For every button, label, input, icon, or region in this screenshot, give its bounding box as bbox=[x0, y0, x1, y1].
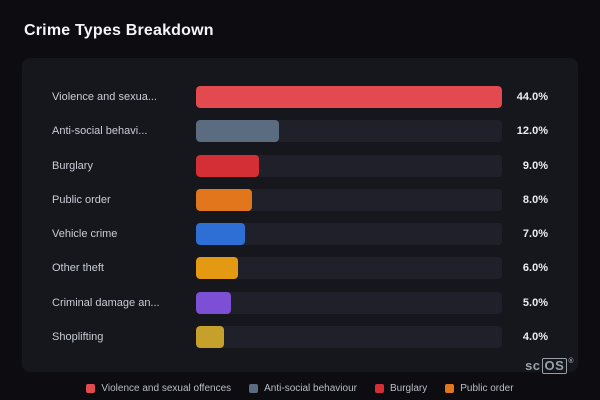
bar-track bbox=[196, 86, 502, 108]
bar[interactable] bbox=[196, 120, 280, 143]
chart-row: Public order 8.0% bbox=[52, 188, 548, 211]
category-label: Other theft bbox=[52, 262, 104, 275]
legend-swatch-icon bbox=[445, 384, 455, 393]
category-label: Anti-social behavi... bbox=[52, 125, 148, 138]
value-label: 12.0% bbox=[516, 125, 548, 138]
bar-track bbox=[196, 325, 502, 348]
bar[interactable] bbox=[196, 257, 238, 280]
legend-swatch-icon bbox=[249, 384, 259, 393]
chart-row: Burglary 9.0% bbox=[52, 154, 548, 177]
chart-panel: Violence and sexua... 44.0% Anti-social … bbox=[22, 58, 578, 372]
bar[interactable] bbox=[196, 223, 245, 246]
value-label: 7.0% bbox=[522, 228, 548, 241]
bar-track bbox=[196, 188, 502, 211]
category-label: Vehicle crime bbox=[52, 228, 118, 241]
chart-row: Vehicle crime 7.0% bbox=[52, 223, 548, 246]
legend-label: Burglary bbox=[389, 383, 428, 394]
page-title: Crime Types Breakdown bbox=[24, 22, 214, 39]
bar-track bbox=[196, 154, 502, 177]
bar-track bbox=[196, 223, 502, 246]
legend: Violence and sexual offences Anti-social… bbox=[0, 383, 600, 394]
value-label: 9.0% bbox=[522, 159, 548, 172]
legend-item[interactable]: Burglary bbox=[374, 383, 428, 394]
logo-suffix: OS bbox=[541, 358, 568, 374]
legend-label: Violence and sexual offences bbox=[101, 383, 232, 394]
chart-row: Other theft 6.0% bbox=[52, 257, 548, 280]
legend-swatch-icon bbox=[374, 384, 384, 393]
chart-row: Violence and sexua... 44.0% bbox=[52, 86, 548, 108]
chart-row: Anti-social behavi... 12.0% bbox=[52, 120, 548, 143]
chart-row: Shoplifting 4.0% bbox=[52, 325, 548, 348]
category-label: Shoplifting bbox=[52, 330, 104, 343]
category-label: Public order bbox=[52, 193, 111, 206]
value-label: 5.0% bbox=[522, 296, 548, 309]
bar-track bbox=[196, 291, 502, 314]
legend-item[interactable]: Violence and sexual offences bbox=[86, 383, 231, 394]
bar[interactable] bbox=[196, 154, 259, 177]
legend-label: Anti-social behaviour bbox=[264, 383, 357, 394]
legend-item[interactable]: Public order bbox=[445, 383, 514, 394]
legend-item[interactable]: Anti-social behaviour bbox=[249, 383, 357, 394]
bar-track bbox=[196, 120, 502, 143]
bar[interactable] bbox=[196, 291, 231, 314]
scos-logo: sc OS ® bbox=[525, 358, 574, 374]
logo-prefix: sc bbox=[525, 358, 541, 373]
chart-row: Criminal damage an... 5.0% bbox=[52, 291, 548, 314]
category-label: Violence and sexua... bbox=[52, 91, 157, 103]
value-label: 4.0% bbox=[522, 330, 548, 343]
registered-mark: ® bbox=[568, 358, 574, 365]
bar-chart: Violence and sexua... 44.0% Anti-social … bbox=[52, 86, 548, 348]
bar[interactable] bbox=[196, 325, 224, 348]
category-label: Criminal damage an... bbox=[52, 296, 160, 309]
legend-label: Public order bbox=[460, 383, 514, 394]
value-label: 44.0% bbox=[516, 91, 548, 103]
bar[interactable] bbox=[196, 188, 252, 211]
bar-track bbox=[196, 257, 502, 280]
value-label: 6.0% bbox=[522, 262, 548, 275]
value-label: 8.0% bbox=[522, 193, 548, 206]
bar[interactable] bbox=[196, 86, 502, 108]
category-label: Burglary bbox=[52, 159, 93, 172]
legend-swatch-icon bbox=[86, 384, 96, 393]
